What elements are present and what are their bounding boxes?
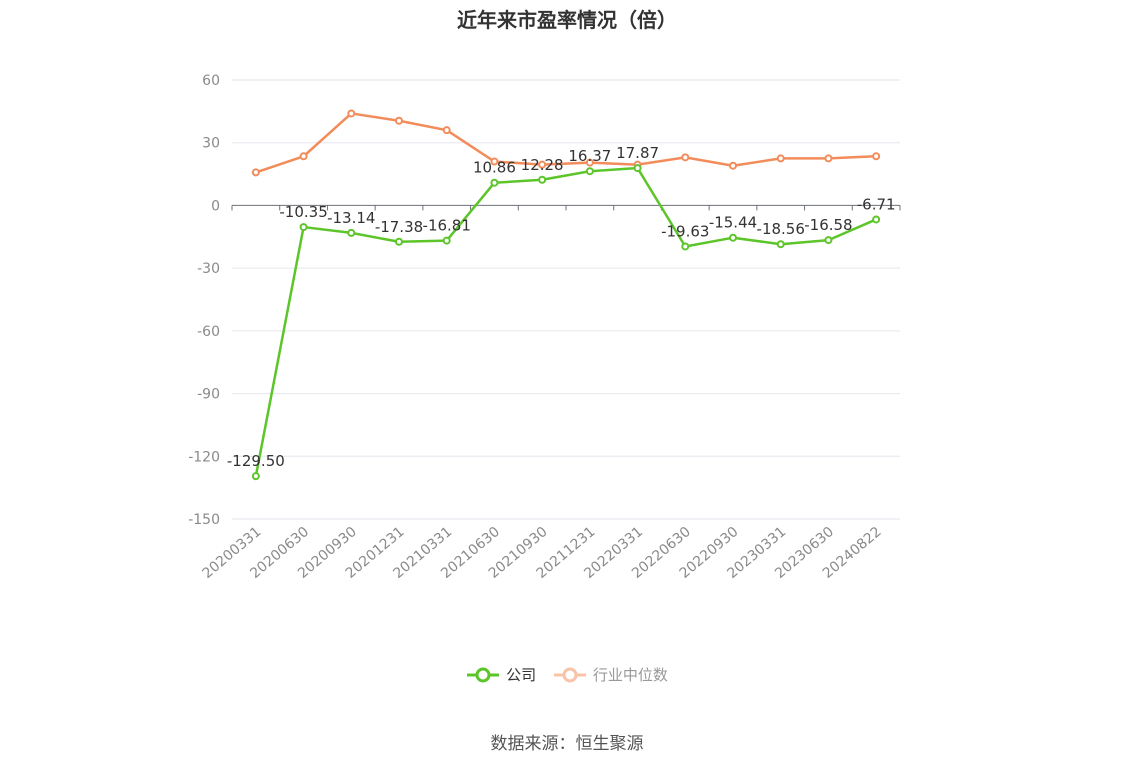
data-point-industry	[872, 152, 881, 161]
data-point-industry	[395, 116, 403, 125]
legend: 公司 行业中位数	[0, 664, 1134, 687]
y-tick-label: -30	[197, 261, 220, 277]
legend-industry-line-icon	[553, 667, 586, 682]
data-point-company	[299, 223, 308, 232]
y-tick-label: 30	[202, 136, 220, 152]
data-labels: -129.50 -10.35 -13.14 -17.38 -16.81 10.86 12.2…	[227, 144, 896, 470]
data-point-company	[681, 242, 690, 251]
grid-lines	[232, 79, 900, 520]
data-point-industry	[776, 154, 785, 163]
data-label: -129.50	[227, 452, 285, 470]
series-group	[251, 109, 881, 481]
y-tick-label: -60	[197, 324, 220, 340]
data-point-industry	[729, 161, 737, 170]
data-label: -16.81	[423, 217, 471, 235]
data-label: -17.38	[375, 218, 423, 236]
legend-company-line-icon	[467, 667, 500, 682]
data-label: -10.35	[279, 203, 327, 221]
data-point-company	[251, 472, 260, 481]
data-point-company	[633, 164, 642, 173]
data-label: -13.14	[327, 209, 375, 227]
data-label: -18.56	[757, 220, 805, 238]
data-point-company	[824, 236, 833, 245]
data-point-company	[538, 175, 547, 184]
data-point-industry	[585, 158, 594, 167]
data-label: 17.87	[616, 144, 659, 162]
y-tick-label: 60	[202, 73, 220, 89]
data-point-industry	[299, 152, 308, 161]
data-point-company	[776, 240, 785, 249]
data-point-company	[490, 178, 499, 187]
data-point-company	[442, 236, 451, 245]
data-point-industry	[490, 157, 499, 166]
y-tick-label: -150	[188, 512, 220, 528]
data-label: -15.44	[709, 214, 757, 232]
data-label: 16.37	[568, 147, 611, 165]
y-axis: 60 30 0 -30 -60 -90 -120 -150	[188, 73, 220, 528]
chart-title: 近年来市盈率情况（倍）	[457, 8, 677, 32]
data-point-industry	[824, 154, 833, 163]
data-point-industry	[538, 160, 547, 169]
series-line-industry	[255, 112, 877, 174]
data-point-company	[585, 167, 594, 176]
data-point-industry	[681, 153, 690, 162]
legend-company-label: 公司	[506, 666, 537, 684]
series-line-company	[254, 166, 877, 477]
data-point-industry	[251, 168, 260, 177]
data-point-company	[729, 233, 737, 242]
data-point-industry	[442, 126, 451, 135]
y-tick-label: -120	[188, 449, 220, 465]
data-label: -16.58	[804, 216, 852, 234]
y-tick-label: -90	[197, 387, 220, 403]
data-point-company	[872, 215, 881, 224]
data-point-industry	[347, 109, 356, 118]
legend-item-industry[interactable]: 行业中位数	[553, 664, 668, 685]
y-tick-label: 0	[211, 198, 220, 214]
data-label: 12.28	[521, 156, 564, 174]
data-source-note: 数据来源：恒生聚源	[490, 734, 644, 754]
data-label: -6.71	[857, 195, 896, 213]
data-point-company	[395, 237, 403, 246]
legend-industry-label: 行业中位数	[592, 666, 668, 684]
data-label: 10.86	[473, 159, 516, 177]
legend-item-company[interactable]: 公司	[466, 664, 536, 685]
data-point-company	[347, 228, 356, 237]
data-label: -19.63	[661, 222, 709, 240]
